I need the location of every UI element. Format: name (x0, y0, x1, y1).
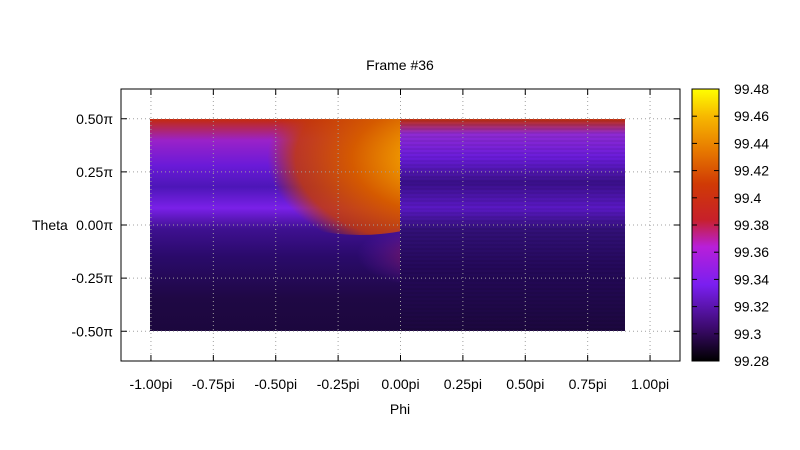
x-tick-label: -0.50pi (254, 376, 297, 392)
x-tick-label: -1.00pi (130, 376, 173, 392)
y-tick-label: -0.50π (71, 323, 113, 339)
colorbar-tick-label: 99.46 (734, 108, 769, 124)
y-tick-label: 0.50π (76, 111, 113, 127)
y-tick-labels: -0.50π -0.25π 0.00π 0.25π 0.50π (71, 111, 113, 340)
colorbar-tick-label: 99.48 (734, 81, 769, 97)
colorbar-tick-label: 99.28 (734, 353, 769, 369)
x-tick-label: -0.75pi (192, 376, 235, 392)
y-tick-label: 0.00π (76, 217, 113, 233)
x-axis-label: Phi (390, 401, 410, 417)
colorbar-tick-label: 99.36 (734, 244, 769, 260)
colorbar-tick-label: 99.34 (734, 271, 769, 287)
heatmap-red-lobe (315, 227, 400, 283)
chart-title: Frame #36 (366, 57, 434, 73)
x-tick-label: 0.25pi (444, 376, 482, 392)
colorbar-tick-label: 99.3 (734, 326, 761, 342)
y-tick-label: 0.25π (76, 164, 113, 180)
colorbar-tick-label: 99.44 (734, 135, 769, 151)
y-axis-label: Theta (32, 217, 68, 233)
x-tick-label: 0.75pi (569, 376, 607, 392)
colorbar-ticks (692, 88, 719, 362)
heatmap-hotspot (235, 119, 400, 235)
axis-ticks (121, 89, 680, 361)
colorbar: 99.28 99.3 99.32 99.34 99.36 99.38 99.4 99.42 99… (691, 81, 769, 369)
colorbar-tick-label: 99.42 (734, 163, 769, 179)
heatmap-field (150, 119, 625, 331)
grid-lines (121, 89, 680, 361)
x-tick-label: -0.25pi (317, 376, 360, 392)
colorbar-tick-label: 99.32 (734, 299, 769, 315)
colorbar-tick-labels: 99.28 99.3 99.32 99.34 99.36 99.38 99.4 99.42 99… (734, 81, 769, 369)
x-tick-label: 1.00pi (631, 376, 669, 392)
y-tick-label: -0.25π (71, 270, 113, 286)
colorbar-tick-label: 99.38 (734, 217, 769, 233)
x-tick-label: 0.00pi (381, 376, 419, 392)
colorbar-tick-label: 99.4 (734, 190, 761, 206)
x-tick-label: 0.50pi (506, 376, 544, 392)
x-tick-labels: -1.00pi -0.75pi -0.50pi -0.25pi 0.00pi 0.25pi… (130, 376, 670, 392)
